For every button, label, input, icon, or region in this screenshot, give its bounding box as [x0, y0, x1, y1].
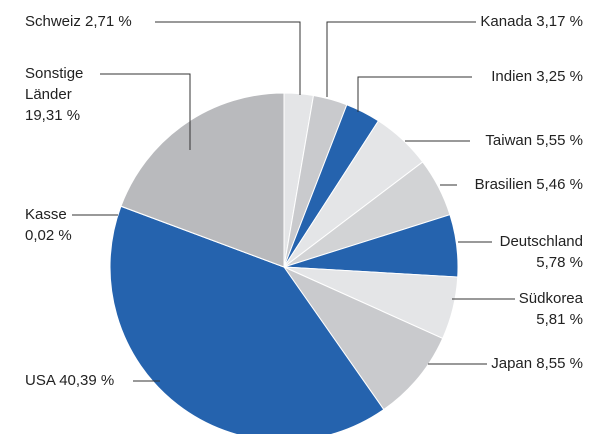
slice-label: Schweiz 2,71 % [25, 11, 132, 32]
value-label: 2,71 % [85, 13, 132, 30]
category-name: Südkorea [518, 290, 583, 307]
category-name: Kanada [480, 13, 533, 30]
leader-line [155, 21, 301, 95]
slice-label: Indien 3,25 % [491, 66, 583, 87]
slice-label: Sonstige Länder 19,31 % [25, 63, 105, 126]
slice-label: Kasse 0,02 % [25, 204, 72, 246]
category-name: Brasilien [474, 176, 533, 193]
value-label: 40,39 % [59, 372, 115, 389]
pie-slice [109, 205, 385, 434]
value-label: 0,02 % [25, 227, 72, 244]
pie-slice [120, 92, 285, 268]
slice-label: Kanada 3,17 % [480, 11, 583, 32]
slice-label: Deutschland 5,78 % [500, 231, 583, 273]
slice-label: USA 40,39 % [25, 370, 114, 391]
slice-label: Taiwan 5,55 % [485, 130, 583, 151]
value-label: 3,17 % [536, 13, 583, 30]
leader-line [357, 76, 472, 112]
slice-label: Japan 8,55 % [491, 353, 583, 374]
leader-line [326, 21, 476, 97]
value-label: 19,31 % [25, 107, 81, 124]
category-name: Indien [491, 68, 533, 85]
value-label: 5,81 % [536, 311, 583, 328]
value-label: 8,55 % [536, 355, 583, 372]
category-name: USA [25, 372, 56, 389]
value-label: 5,78 % [536, 254, 583, 271]
value-label: 5,55 % [536, 132, 583, 149]
category-name: Schweiz [25, 13, 81, 30]
slice-label: Südkorea 5,81 % [519, 288, 583, 330]
category-name: Taiwan [485, 132, 533, 149]
value-label: 5,46 % [536, 176, 583, 193]
category-name: Kasse [25, 206, 67, 223]
value-label: 3,25 % [536, 68, 583, 85]
category-name: Sonstige Länder [25, 65, 84, 103]
category-name: Japan [491, 355, 533, 372]
category-name: Deutschland [499, 233, 583, 250]
slice-label: Brasilien 5,46 % [475, 174, 583, 195]
leader-line [100, 73, 191, 150]
pie-slice [282, 265, 444, 411]
